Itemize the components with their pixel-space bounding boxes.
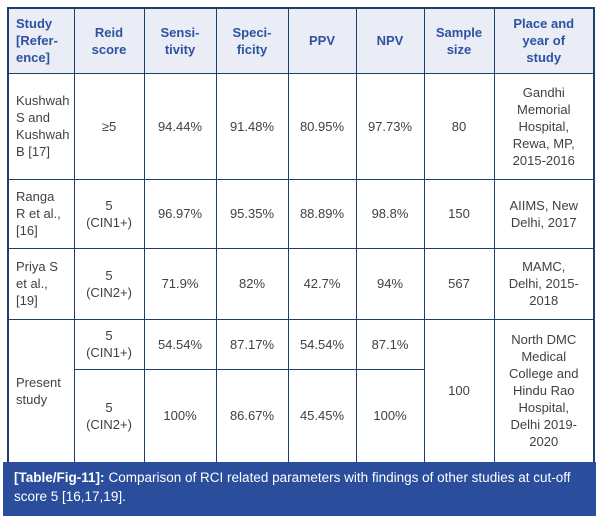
- cell-reid-score: ≥5: [73, 72, 145, 180]
- cell-ppv: 88.89%: [287, 178, 357, 249]
- cell-sensitivity: 96.97%: [143, 178, 217, 249]
- header-specificity: Speci- ficity: [215, 7, 289, 74]
- cell-study: Ranga R et al., [16]: [7, 178, 75, 249]
- header-row: Study [Refer- ence] Reid score Sensi- ti…: [7, 7, 595, 74]
- cell-ppv: 54.54%: [287, 318, 357, 370]
- cell-study: Priya S et al., [19]: [7, 247, 75, 320]
- cell-npv: 87.1%: [355, 318, 425, 370]
- cell-ppv: 45.45%: [287, 368, 357, 464]
- cell-specificity: 95.35%: [215, 178, 289, 249]
- cell-place-year: AIIMS, New Delhi, 2017: [493, 178, 595, 249]
- cell-specificity: 86.67%: [215, 368, 289, 464]
- cell-sample-size: 150: [423, 178, 495, 249]
- cell-sensitivity: 94.44%: [143, 72, 217, 180]
- cell-reid-score: 5 (CIN2+): [73, 368, 145, 464]
- cell-reid-score: 5 (CIN1+): [73, 178, 145, 249]
- cell-npv: 97.73%: [355, 72, 425, 180]
- cell-specificity: 87.17%: [215, 318, 289, 370]
- cell-sensitivity: 54.54%: [143, 318, 217, 370]
- cell-ppv: 42.7%: [287, 247, 357, 320]
- header-sensitivity: Sensi- tivity: [143, 7, 217, 74]
- cell-study: Present study: [7, 318, 75, 464]
- table-row: Priya S et al., [19] 5 (CIN2+) 71.9% 82%…: [7, 247, 595, 320]
- cell-specificity: 91.48%: [215, 72, 289, 180]
- header-reid-score: Reid score: [73, 7, 145, 74]
- cell-place-year: MAMC, Delhi, 2015- 2018: [493, 247, 595, 320]
- table-row: Ranga R et al., [16] 5 (CIN1+) 96.97% 95…: [7, 178, 595, 249]
- cell-npv: 98.8%: [355, 178, 425, 249]
- cell-specificity: 82%: [215, 247, 289, 320]
- header-npv: NPV: [355, 7, 425, 74]
- table-row: Present study 5 (CIN1+) 54.54% 87.17% 54…: [7, 318, 595, 464]
- cell-sensitivity: 100%: [143, 368, 217, 464]
- cell-npv: 100%: [355, 368, 425, 464]
- header-study: Study [Refer- ence]: [7, 7, 75, 74]
- cell-place-year: Gandhi Memorial Hospital, Rewa, MP, 2015…: [493, 72, 595, 180]
- cell-place-year: North DMC Medical College and Hindu Rao …: [493, 318, 595, 464]
- header-ppv: PPV: [287, 7, 357, 74]
- comparison-table: Study [Refer- ence] Reid score Sensi- ti…: [7, 7, 595, 464]
- figure-caption: [Table/Fig-11]: Comparison of RCI related…: [3, 462, 596, 516]
- table-row: Kushwah S and Kushwah B [17] ≥5 94.44% 9…: [7, 72, 595, 180]
- cell-ppv: 80.95%: [287, 72, 357, 180]
- cell-npv: 94%: [355, 247, 425, 320]
- cell-reid-score: 5 (CIN2+): [73, 247, 145, 320]
- cell-sensitivity: 71.9%: [143, 247, 217, 320]
- header-sample-size: Sample size: [423, 7, 495, 74]
- cell-reid-score: 5 (CIN1+): [73, 318, 145, 370]
- caption-label: [Table/Fig-11]:: [14, 470, 105, 485]
- cell-sample-size: 567: [423, 247, 495, 320]
- cell-sample-size: 80: [423, 72, 495, 180]
- header-place-year: Place and year of study: [493, 7, 595, 74]
- cell-sample-size: 100: [423, 318, 495, 464]
- table-row: 5 (CIN2+) 100% 86.67% 45.45% 100%: [8, 368, 594, 464]
- cell-study: Kushwah S and Kushwah B [17]: [7, 72, 75, 180]
- caption-text: Comparison of RCI related parameters wit…: [14, 470, 571, 504]
